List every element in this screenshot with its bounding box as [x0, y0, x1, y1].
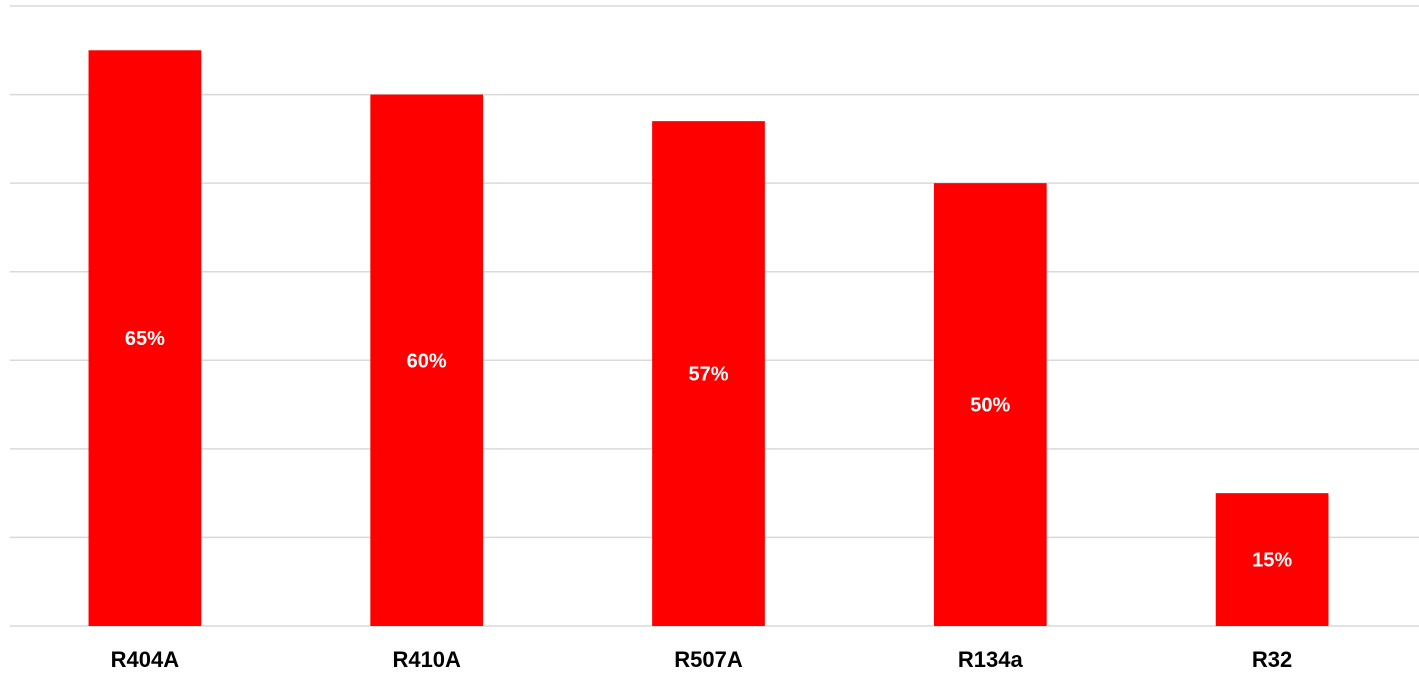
- bar-r410a: [370, 94, 484, 627]
- category-label-r32: R32: [1252, 647, 1292, 672]
- data-labels: 65% 60% 57% 50% 15%: [125, 328, 1292, 571]
- category-label-r507a: R507A: [674, 647, 743, 672]
- bar-r134a: [933, 183, 1047, 626]
- data-label-r404a: 65%: [125, 328, 165, 350]
- category-label-r404a: R404A: [111, 647, 180, 672]
- category-label-r410a: R410A: [392, 647, 461, 672]
- bar-r32: [1215, 493, 1329, 626]
- bars: [88, 50, 1329, 627]
- data-label-r134a: 50%: [970, 395, 1010, 417]
- bar-r404a: [88, 50, 202, 627]
- bar-r507a: [652, 121, 765, 627]
- category-label-r134a: R134a: [958, 647, 1024, 672]
- data-label-r410a: 60%: [407, 350, 447, 372]
- category-labels: R404A R410A R507A R134a R32: [111, 647, 1293, 672]
- data-label-r507a: 57%: [688, 364, 728, 386]
- data-label-r32: 15%: [1252, 550, 1292, 572]
